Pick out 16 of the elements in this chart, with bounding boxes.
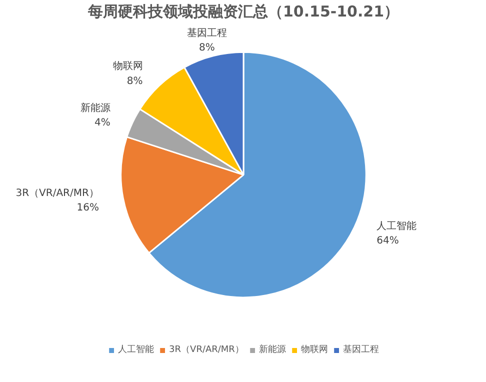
legend-label: 3R（VR/AR/MR） <box>169 344 244 356</box>
slice-label: 物联网 <box>112 60 143 72</box>
slice-label: 基因工程 <box>186 26 227 39</box>
legend-label: 新能源 <box>258 344 286 356</box>
data-label: 4% <box>94 118 110 129</box>
chart-title: 每周硬科技领域投融资汇总（10.15-10.21） <box>86 2 400 20</box>
data-label: 64% <box>376 236 399 247</box>
slice-label: 新能源 <box>80 102 110 114</box>
legend-label: 基因工程 <box>342 344 379 356</box>
data-label: 16% <box>76 202 99 214</box>
legend-label: 人工智能 <box>118 344 154 356</box>
slice-label: 人工智能 <box>376 220 417 232</box>
data-label: 8% <box>126 76 143 87</box>
slice-label: 3R（VR/AR/MR） <box>16 188 99 199</box>
legend-label: 物联网 <box>300 344 328 356</box>
data-label: 8% <box>198 42 215 54</box>
